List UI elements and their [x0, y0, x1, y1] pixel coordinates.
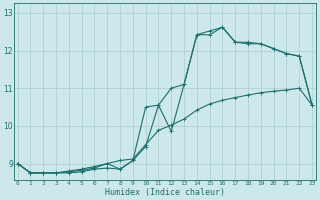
X-axis label: Humidex (Indice chaleur): Humidex (Indice chaleur) [105, 188, 225, 197]
